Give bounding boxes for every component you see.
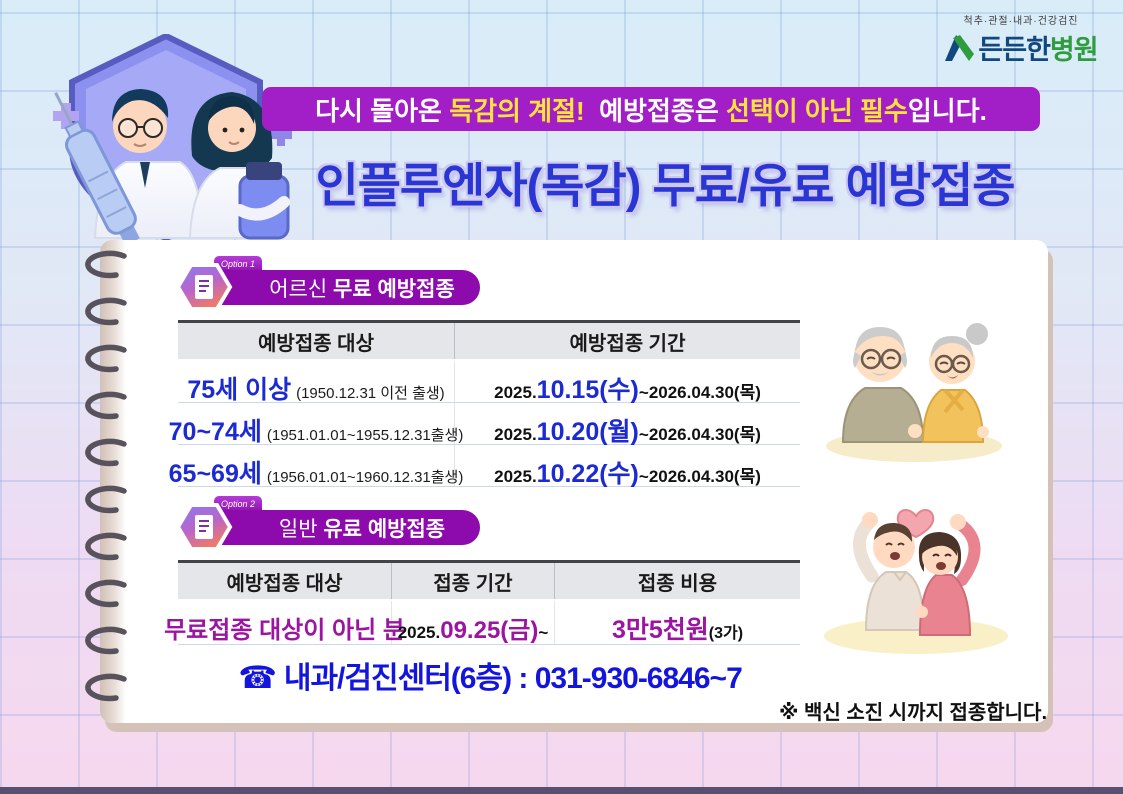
banner-highlight: 독감의 계절!	[449, 95, 585, 126]
start-date: 10.20(월)	[536, 418, 639, 446]
phone-icon: ☎	[238, 660, 277, 695]
column-header: 예방접종 대상	[178, 323, 455, 359]
start-date: 10.22(수)	[536, 460, 639, 488]
option2-tab: Option 2	[214, 496, 262, 513]
start-date: 09.25(금)	[440, 617, 539, 644]
age-group: 75세 이상	[187, 376, 292, 404]
banner: 다시 돌아온 독감의 계절! 예방접종은 선택이 아닌 필수 입니다.	[262, 87, 1040, 131]
age-group: 65~69세	[168, 460, 262, 488]
end-date: ~2026.04.30(목)	[638, 467, 761, 486]
free-vaccination-table: 예방접종 대상 예방접종 기간 75세 이상 (1950.12.31 이전 출생)…	[169, 320, 800, 488]
paid-vaccination-table: 예방접종 대상 접종 기간 접종 비용 무료접종 대상이 아닌 분 2025. 0…	[164, 560, 800, 645]
section1-title: 어르신 무료 예방접종	[202, 270, 480, 305]
column-header: 접종 비용	[637, 572, 718, 595]
column-header: 예방접종 대상	[178, 563, 392, 599]
page-title: 인플루엔자(독감) 무료/유료 예방접종	[315, 159, 1015, 212]
column-header: 예방접종 기간	[569, 332, 686, 355]
spiral-binding	[78, 250, 138, 725]
banner-text: 다시 돌아온	[315, 95, 450, 126]
start-date: 10.15(수)	[536, 376, 639, 404]
logo-tagline: 척추·관절·내과·건강검진	[963, 16, 1079, 27]
document-icon	[175, 263, 233, 311]
banner-highlight: 선택이 아닌 필수	[725, 95, 908, 126]
price-note: (3가)	[708, 625, 744, 642]
table-row: 65~69세 (1956.01.01~1960.12.31출생) 2025. 10.…	[169, 445, 800, 488]
hospital-name: 든든한병원	[978, 35, 1098, 65]
female-doctor	[188, 92, 290, 240]
section2-title: 일반 유료 예방접종	[202, 510, 480, 545]
column-header: 접종 기간	[392, 563, 555, 599]
hospital-logo-icon	[945, 34, 975, 61]
doctors-illustration	[53, 34, 292, 242]
contact-info: ☎ 내과/검진센터(6층) : 031-930-6846~7	[150, 653, 830, 697]
plus-icon	[270, 124, 292, 146]
birth-range: (1956.01.01~1960.12.31출생)	[266, 469, 464, 486]
table-row: 70~74세 (1951.01.01~1955.12.31출생) 2025. 10.…	[169, 403, 800, 446]
birth-range: (1950.12.31 이전 출생)	[296, 385, 445, 402]
age-group: 70~74세	[168, 418, 262, 446]
table-row: 무료접종 대상이 아닌 분 2025. 09.25(금) ~ 3만5천원 (3가)	[164, 601, 800, 645]
bottom-border	[0, 787, 1123, 794]
end-date: ~2026.04.30(목)	[638, 425, 761, 444]
elderly-couple-illustration	[826, 323, 1002, 462]
end-date: ~2026.04.30(목)	[638, 383, 761, 402]
option1-tab: Option 1	[214, 256, 262, 273]
table-header-row: 예방접종 대상 예방접종 기간	[178, 323, 800, 361]
target-group: 무료접종 대상이 아닌 분	[164, 617, 405, 644]
price: 3만5천원	[611, 616, 709, 644]
table-header-row: 예방접종 대상 접종 기간 접종 비용	[178, 563, 800, 601]
document-icon	[175, 503, 233, 551]
banner-text: 입니다.	[907, 95, 987, 126]
table-row: 75세 이상 (1950.12.31 이전 출생) 2025. 10.15(수) ~2…	[178, 361, 800, 404]
young-couple-illustration	[824, 509, 1008, 654]
footnote: ※ 백신 소진 시까지 접종합니다.	[778, 702, 1047, 724]
contact-text: 내과/검진센터(6층) : 031-930-6846~7	[283, 662, 743, 695]
birth-range: (1951.01.01~1955.12.31출생)	[266, 427, 464, 444]
banner-text: 예방접종은	[584, 95, 726, 126]
hospital-logo: 척추·관절·내과·건강검진 든든한병원	[928, 12, 1114, 67]
